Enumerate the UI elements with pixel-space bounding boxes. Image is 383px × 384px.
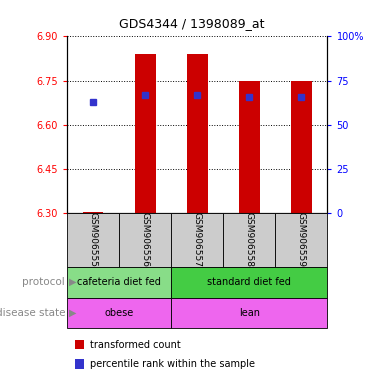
Text: GSM906556: GSM906556 xyxy=(141,212,150,268)
Text: disease state: disease state xyxy=(0,308,65,318)
Bar xyxy=(171,298,327,328)
Bar xyxy=(187,54,208,213)
Text: lean: lean xyxy=(239,308,260,318)
Bar xyxy=(239,81,260,213)
Text: transformed count: transformed count xyxy=(90,340,181,350)
Text: cafeteria diet fed: cafeteria diet fed xyxy=(77,277,161,287)
Bar xyxy=(67,298,171,328)
Text: obese: obese xyxy=(105,308,134,318)
Text: ▶: ▶ xyxy=(69,277,77,287)
Text: ▶: ▶ xyxy=(69,308,77,318)
Bar xyxy=(171,213,223,267)
Bar xyxy=(67,213,119,267)
Text: GSM906559: GSM906559 xyxy=(297,212,306,268)
Bar xyxy=(119,213,171,267)
Text: GSM906555: GSM906555 xyxy=(88,212,98,268)
Bar xyxy=(135,54,155,213)
Bar xyxy=(67,267,171,298)
Bar xyxy=(275,213,327,267)
Text: GSM906558: GSM906558 xyxy=(245,212,254,268)
Text: percentile rank within the sample: percentile rank within the sample xyxy=(90,359,255,369)
Bar xyxy=(223,213,275,267)
Bar xyxy=(291,81,312,213)
Text: standard diet fed: standard diet fed xyxy=(208,277,291,287)
Text: GDS4344 / 1398089_at: GDS4344 / 1398089_at xyxy=(119,17,264,30)
Bar xyxy=(171,267,327,298)
Bar xyxy=(83,212,103,213)
Text: protocol: protocol xyxy=(22,277,65,287)
Text: GSM906557: GSM906557 xyxy=(193,212,202,268)
